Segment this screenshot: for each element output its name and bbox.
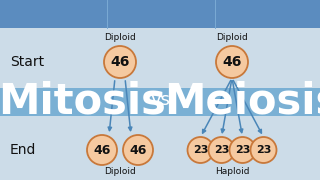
Circle shape <box>188 137 213 163</box>
Text: Haploid: Haploid <box>215 167 249 176</box>
Circle shape <box>209 137 235 163</box>
Text: End: End <box>10 143 36 157</box>
Text: 46: 46 <box>110 55 130 69</box>
Text: Diploid: Diploid <box>104 33 136 42</box>
Text: 23: 23 <box>214 145 229 155</box>
Text: Diploid: Diploid <box>216 33 248 42</box>
Text: 46: 46 <box>222 55 242 69</box>
Text: 46: 46 <box>93 143 111 156</box>
Text: Meiosis: Meiosis <box>164 81 320 123</box>
Text: Start: Start <box>10 55 44 69</box>
Bar <box>0 0 320 28</box>
Text: vs.: vs. <box>150 91 176 109</box>
Text: 23: 23 <box>256 145 271 155</box>
Circle shape <box>104 46 136 78</box>
Circle shape <box>229 137 255 163</box>
Text: Mitosis: Mitosis <box>0 81 166 123</box>
Text: 23: 23 <box>193 145 208 155</box>
Circle shape <box>123 135 153 165</box>
Circle shape <box>251 137 276 163</box>
Text: Diploid: Diploid <box>104 167 136 176</box>
Circle shape <box>87 135 117 165</box>
Text: 46: 46 <box>129 143 147 156</box>
Text: 23: 23 <box>235 145 250 155</box>
Circle shape <box>216 46 248 78</box>
Bar <box>0 88 320 116</box>
